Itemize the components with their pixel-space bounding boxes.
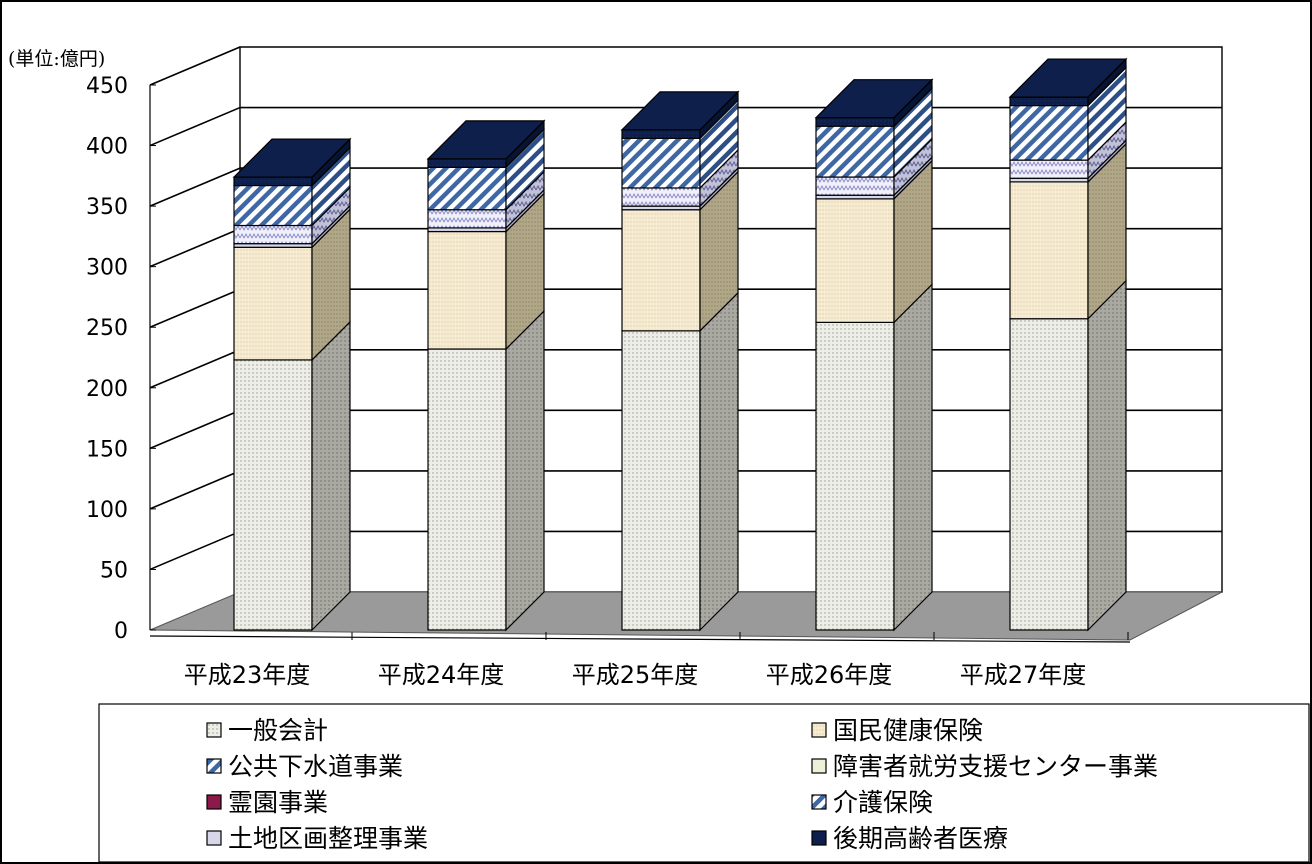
bar-segment [815, 125, 895, 178]
bar-stack [1008, 57, 1128, 632]
legend-box [98, 703, 1310, 863]
x-tick-label: 平成26年度 [766, 661, 893, 689]
gridline-diagonal [149, 106, 241, 147]
bar-stack [620, 90, 740, 632]
bar-segment [233, 176, 313, 187]
y-tick-label: 150 [86, 437, 128, 462]
bar-segment [815, 117, 895, 127]
bar-segment [233, 224, 313, 245]
x-tick-label: 平成25年度 [572, 661, 699, 689]
bar-segment [233, 246, 313, 361]
bar-top [232, 138, 352, 178]
bar-segment [621, 209, 701, 332]
bar-segment [621, 129, 701, 139]
y-tick-label: 400 [86, 135, 128, 160]
bar-segment-side [893, 282, 933, 632]
legend-swatch [206, 758, 222, 774]
bar-segment [1009, 318, 1089, 631]
legend-label: 国民健康保険 [833, 716, 983, 745]
gridline-diagonal [149, 227, 241, 268]
bar-segment [621, 330, 701, 631]
legend-swatch [811, 830, 827, 846]
gridline-diagonal [149, 46, 241, 86]
legend-swatch [811, 794, 827, 810]
y-tick-label: 200 [86, 377, 128, 402]
bar-segment [233, 184, 313, 227]
x-axis-line [149, 635, 1131, 643]
bar-segment [815, 198, 895, 323]
bar-segment [1009, 159, 1089, 179]
bar-segment [1009, 104, 1089, 161]
legend-label: 土地区画整理事業 [228, 824, 428, 853]
bar-segment [1009, 181, 1089, 320]
bar-segment [427, 348, 507, 631]
gridline-diagonal [149, 288, 241, 328]
y-tick-label: 0 [114, 619, 128, 644]
bar-top [620, 91, 740, 131]
bar-segment [427, 166, 507, 211]
bar-segment [233, 359, 313, 631]
legend-swatch [206, 794, 222, 810]
legend-label: 公共下水道事業 [228, 752, 403, 781]
bar-stacks [232, 57, 1128, 632]
y-tick-label: 350 [86, 195, 128, 220]
bar-segment [815, 176, 895, 196]
bar-top [426, 120, 546, 160]
bar-stack [426, 119, 546, 632]
gridline-diagonal [149, 167, 241, 207]
bar-segment [427, 230, 507, 350]
y-tick-label: 100 [86, 498, 128, 523]
x-axis: 平成23年度 平成24年度 平成25年度 平成26年度 平成27年度 [149, 632, 1131, 689]
bar-segment [427, 209, 507, 229]
legend-swatch [206, 830, 222, 846]
legend-label: 介護保険 [833, 788, 933, 817]
y-tick-label: 250 [86, 316, 128, 341]
bar-stack [814, 78, 934, 632]
bar-segment [621, 187, 701, 207]
bar-segment [427, 158, 507, 168]
x-tick-label: 平成23年度 [184, 661, 311, 689]
legend-label: 障害者就労支援センター事業 [833, 752, 1158, 781]
legend-label: 一般会計 [228, 716, 328, 745]
gridline-diagonal [149, 409, 241, 450]
gridline-diagonal [149, 349, 241, 389]
y-axis: 0 50 100 150 200 250 300 350 400 450 [86, 74, 156, 644]
y-tick-label: 450 [86, 74, 128, 99]
bar-segment [1009, 96, 1089, 107]
y-tick-label: 300 [86, 256, 128, 281]
y-tick-label: 50 [100, 558, 128, 583]
x-tick-label: 平成27年度 [960, 661, 1087, 689]
bar-segment [621, 137, 701, 189]
x-tick-label: 平成24年度 [378, 661, 505, 689]
legend-swatch [206, 722, 222, 738]
legend-label: 霊園事業 [228, 788, 328, 817]
bar-segment-side [311, 320, 351, 632]
bar-stack [232, 137, 352, 632]
gridline-diagonal [149, 470, 241, 510]
bar-segment-side [505, 309, 545, 632]
gridline-diagonal [149, 530, 241, 571]
unit-label: (単位:億円) [8, 48, 105, 70]
legend-swatch [811, 758, 827, 774]
bar-segment-side [1087, 279, 1127, 632]
legend-swatch [811, 722, 827, 738]
bar-top [1008, 58, 1128, 98]
bar-segment [815, 321, 895, 631]
bar-segment-side [699, 291, 739, 632]
legend-label: 後期高齢者医療 [833, 824, 1008, 853]
bar-top [814, 79, 934, 119]
